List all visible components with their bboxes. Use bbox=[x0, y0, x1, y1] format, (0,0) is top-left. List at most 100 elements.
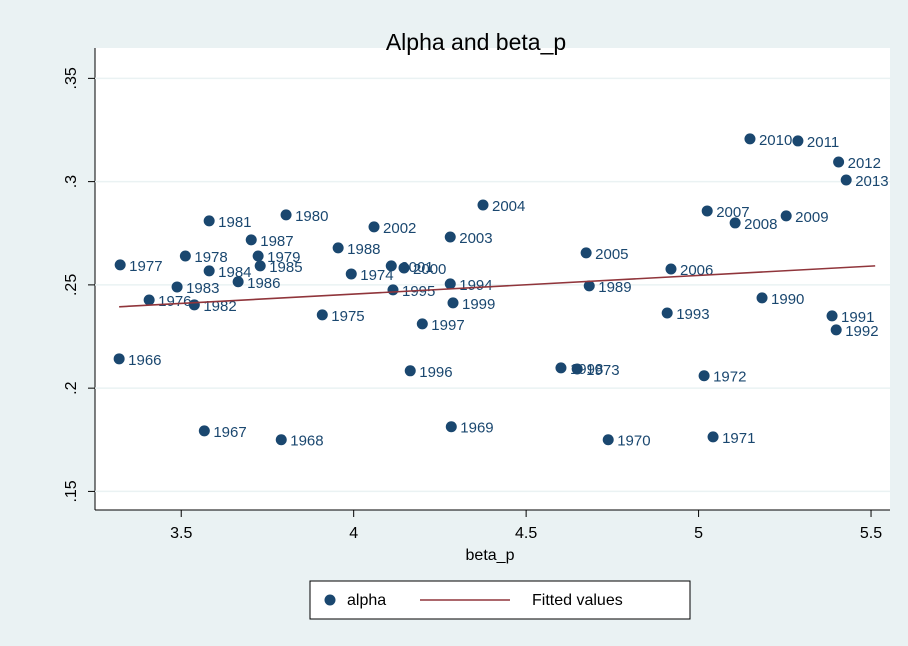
y-tick-label: .25 bbox=[63, 274, 80, 296]
point bbox=[143, 294, 155, 306]
point bbox=[332, 242, 344, 254]
point bbox=[729, 217, 741, 229]
point bbox=[368, 221, 380, 233]
point-label: 1998 bbox=[570, 361, 603, 378]
point bbox=[833, 156, 845, 168]
point bbox=[830, 324, 842, 336]
point bbox=[171, 281, 183, 293]
point-label: 1990 bbox=[771, 291, 804, 308]
chart-title: Alpha and beta_p bbox=[386, 29, 566, 55]
point bbox=[580, 247, 592, 259]
point-label: 2012 bbox=[848, 155, 881, 172]
y-tick-label: .35 bbox=[63, 67, 80, 89]
point-label: 1968 bbox=[290, 433, 323, 450]
x-tick-label: 3.5 bbox=[170, 525, 192, 542]
point bbox=[444, 231, 456, 243]
point bbox=[387, 284, 399, 296]
point bbox=[188, 299, 200, 311]
point-label: 1996 bbox=[419, 364, 452, 381]
point-label: 1970 bbox=[617, 433, 650, 450]
point-label: 2013 bbox=[855, 173, 888, 190]
point bbox=[345, 268, 357, 280]
point-label: 2004 bbox=[492, 198, 525, 215]
legend-label: alpha bbox=[347, 592, 386, 609]
point-label: 1978 bbox=[194, 249, 227, 266]
point bbox=[792, 135, 804, 147]
x-tick-label: 4 bbox=[349, 525, 358, 542]
point-label: 2005 bbox=[595, 246, 628, 263]
point-label: 2000 bbox=[413, 261, 446, 278]
point-label: 2011 bbox=[807, 134, 839, 151]
point bbox=[756, 292, 768, 304]
x-tick-label: 5.5 bbox=[860, 525, 882, 542]
point-label: 1976 bbox=[158, 293, 191, 310]
point bbox=[280, 209, 292, 221]
point bbox=[744, 133, 756, 145]
point bbox=[665, 263, 677, 275]
point bbox=[661, 307, 673, 319]
x-axis-label: beta_p bbox=[466, 547, 515, 564]
point-label: 2009 bbox=[795, 209, 828, 226]
point bbox=[203, 265, 215, 277]
point bbox=[316, 309, 328, 321]
x-tick-label: 4.5 bbox=[515, 525, 537, 542]
point bbox=[385, 260, 397, 272]
point bbox=[445, 421, 457, 433]
point-label: 1991 bbox=[841, 309, 874, 326]
point bbox=[275, 434, 287, 446]
point-label: 2007 bbox=[716, 204, 749, 221]
point-label: 1981 bbox=[218, 214, 251, 231]
point-label: 1986 bbox=[247, 275, 280, 292]
point bbox=[444, 278, 456, 290]
point bbox=[701, 205, 713, 217]
point bbox=[416, 318, 428, 330]
point-label: 1999 bbox=[462, 296, 495, 313]
point bbox=[707, 431, 719, 443]
point bbox=[404, 365, 416, 377]
point-label: 1984 bbox=[218, 264, 251, 281]
x-tick-label: 5 bbox=[694, 525, 703, 542]
legend-marker bbox=[324, 594, 336, 606]
point-label: 1980 bbox=[295, 208, 328, 225]
point bbox=[245, 234, 257, 246]
point-label: 1974 bbox=[360, 267, 393, 284]
point-label: 1969 bbox=[460, 420, 493, 437]
point-label: 2002 bbox=[383, 220, 416, 237]
point bbox=[113, 353, 125, 365]
point-label: 1997 bbox=[431, 317, 464, 334]
point bbox=[114, 259, 126, 271]
point bbox=[398, 262, 410, 274]
point bbox=[780, 210, 792, 222]
point-label: 1988 bbox=[347, 241, 380, 258]
point bbox=[571, 363, 583, 375]
point-label: 1993 bbox=[676, 306, 709, 323]
y-tick-label: .3 bbox=[63, 175, 80, 188]
point-label: 1989 bbox=[598, 279, 631, 296]
fit-line bbox=[119, 265, 876, 308]
point bbox=[555, 362, 567, 374]
point-label: 1987 bbox=[260, 233, 293, 250]
point-label: 1975 bbox=[331, 308, 364, 325]
point-label: 1994 bbox=[459, 277, 492, 294]
plot-area bbox=[95, 48, 890, 510]
point-label: 1983 bbox=[186, 280, 219, 297]
point-label: 1972 bbox=[713, 369, 746, 386]
point bbox=[477, 199, 489, 211]
point-label: 1966 bbox=[128, 352, 161, 369]
point-label: 1973 bbox=[586, 362, 619, 379]
point bbox=[840, 174, 852, 186]
point bbox=[203, 215, 215, 227]
y-tick-label: .15 bbox=[63, 480, 80, 502]
point bbox=[198, 425, 210, 437]
point-label: 1971 bbox=[722, 430, 755, 447]
point-label: 2010 bbox=[759, 132, 792, 149]
point-label: 2001 bbox=[400, 259, 433, 276]
point-label: 2003 bbox=[459, 230, 492, 247]
point bbox=[232, 276, 244, 288]
point bbox=[602, 434, 614, 446]
point bbox=[826, 310, 838, 322]
point-label: 1967 bbox=[213, 424, 246, 441]
point-label: 1977 bbox=[129, 258, 162, 275]
point bbox=[252, 250, 264, 262]
